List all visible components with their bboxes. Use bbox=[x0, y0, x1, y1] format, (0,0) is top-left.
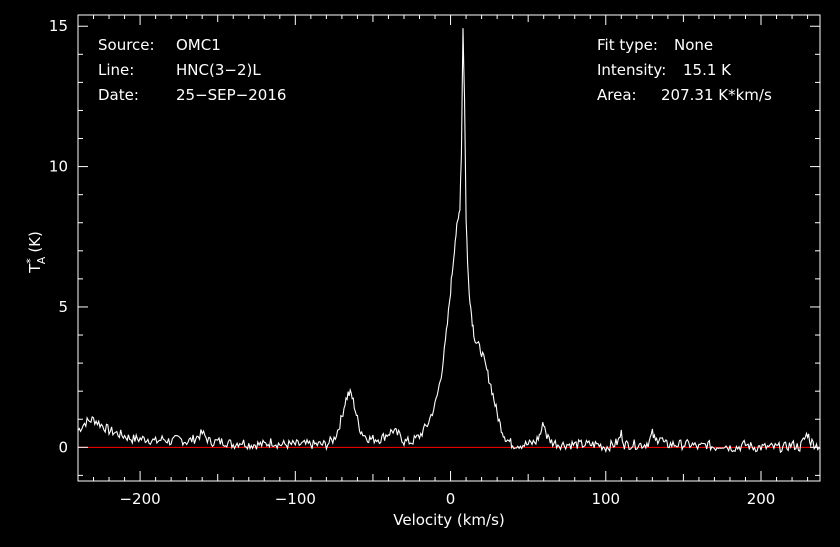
y-tick-label: 5 bbox=[58, 298, 68, 316]
info-left: Source: OMC1 Line: HNC(3−2)L Date: 25−SE… bbox=[98, 36, 286, 104]
source-label: Source: bbox=[98, 36, 155, 54]
line-value: HNC(3−2)L bbox=[176, 61, 261, 79]
fit-type-label: Fit type: bbox=[597, 36, 658, 54]
x-tick-label: −200 bbox=[119, 490, 160, 508]
intensity-label: Intensity: bbox=[597, 61, 666, 79]
svg-text:T*A(K): T*A (K) bbox=[24, 231, 48, 274]
y-axis-title-unit: (K) bbox=[26, 231, 44, 253]
x-tick-label: 0 bbox=[446, 490, 456, 508]
y-axis-title: T*A (K) bbox=[24, 231, 48, 274]
y-axis-title-subscript: A bbox=[35, 256, 48, 264]
y-axis-title-symbol: T bbox=[26, 263, 44, 274]
area-label: Area: bbox=[597, 86, 637, 104]
plot-area: −200 −100 0 100 200 0 5 10 15 bbox=[49, 14, 821, 508]
y-axis-title-superscript: * bbox=[24, 258, 37, 264]
x-axis-title: Velocity (km/s) bbox=[393, 511, 504, 529]
source-value: OMC1 bbox=[176, 36, 221, 54]
x-tick-label: −100 bbox=[275, 490, 316, 508]
fit-type-value: None bbox=[674, 36, 713, 54]
info-right: Fit type: None Intensity: 15.1 K Area: 2… bbox=[597, 36, 772, 104]
y-tick-label: 15 bbox=[49, 17, 68, 35]
x-tick-label: 100 bbox=[591, 490, 620, 508]
y-tick-label: 0 bbox=[58, 438, 68, 456]
date-value: 25−SEP−2016 bbox=[176, 86, 286, 104]
line-label: Line: bbox=[98, 61, 134, 79]
intensity-value: 15.1 K bbox=[683, 61, 732, 79]
area-value: 207.31 K*km/s bbox=[661, 86, 772, 104]
plot-frame bbox=[77, 14, 821, 482]
date-label: Date: bbox=[98, 86, 139, 104]
y-tick-label: 10 bbox=[49, 158, 68, 176]
x-tick-label: 200 bbox=[747, 490, 776, 508]
spectrum-trace-0 bbox=[77, 28, 821, 454]
